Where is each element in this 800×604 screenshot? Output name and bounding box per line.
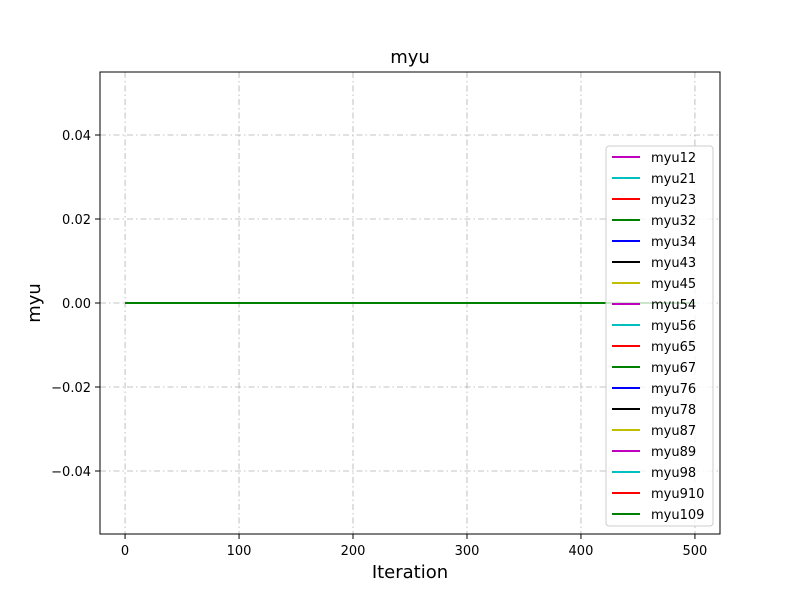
legend-label: myu45 [651, 277, 696, 292]
x-axis-label: Iteration [372, 562, 448, 583]
legend: myu12 myu21 myu23 myu32 myu34 myu43 myu45 myu54… [605, 145, 714, 527]
legend-label: myu54 [651, 298, 696, 313]
legend-label: myu76 [651, 382, 696, 397]
y-tick-label: −0.02 [51, 381, 91, 396]
legend-label: myu23 [651, 193, 696, 208]
legend-label: myu21 [651, 172, 696, 187]
legend-label: myu12 [651, 151, 696, 166]
y-tick-label: 0.02 [62, 213, 91, 228]
legend-label: myu32 [651, 214, 696, 229]
y-tick-label: −0.04 [51, 465, 91, 480]
x-tick-label: 400 [569, 544, 594, 559]
legend-label: myu98 [651, 466, 696, 481]
y-axis-ticks: −0.04 −0.02 0.00 0.02 0.04 [51, 129, 100, 480]
legend-label: myu78 [651, 403, 696, 418]
legend-label: myu43 [651, 256, 696, 271]
legend-label: myu89 [651, 445, 696, 460]
y-tick-label: 0.00 [62, 297, 91, 312]
legend-label: myu34 [651, 235, 696, 250]
y-axis-label: myu [24, 283, 45, 323]
x-tick-label: 300 [455, 544, 480, 559]
legend-label: myu56 [651, 319, 696, 334]
x-tick-label: 100 [227, 544, 252, 559]
legend-label: myu109 [651, 508, 704, 523]
y-tick-label: 0.04 [62, 129, 91, 144]
legend-label: myu67 [651, 361, 696, 376]
x-tick-label: 200 [341, 544, 366, 559]
legend-label: myu65 [651, 340, 696, 355]
x-tick-label: 0 [121, 544, 129, 559]
legend-label: myu87 [651, 424, 696, 439]
x-tick-label: 500 [683, 544, 708, 559]
x-axis-ticks: 0 100 200 300 400 500 [121, 534, 707, 559]
legend-label: myu910 [651, 487, 704, 502]
chart-title: myu [390, 47, 430, 68]
